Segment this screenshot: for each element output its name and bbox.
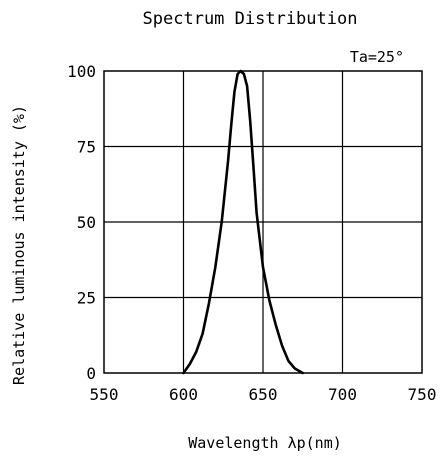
y-tick-label: 25	[77, 289, 96, 308]
y-axis-label: Relative luminous intensity (%)	[10, 105, 28, 385]
grid	[104, 71, 422, 373]
x-tick-label: 700	[328, 385, 357, 404]
x-tick-label: 600	[169, 385, 198, 404]
x-tick-labels: 550 600 650 700 750	[90, 385, 437, 404]
chart-title: Spectrum Distribution	[143, 9, 358, 29]
y-tick-label: 0	[86, 364, 96, 383]
plot-frame	[103, 70, 423, 374]
x-tick-label: 750	[408, 385, 437, 404]
series-layer	[182, 69, 305, 375]
x-axis-label: Wavelength λp(nm)	[188, 434, 342, 452]
x-tick-label: 650	[249, 385, 278, 404]
y-tick-labels: 0 25 50 75 100	[67, 62, 96, 383]
y-tick-label: 50	[77, 213, 96, 232]
y-tick-label: 100	[67, 62, 96, 81]
spectrum-curve	[182, 69, 305, 375]
x-tick-label: 550	[90, 385, 119, 404]
temperature-annotation: Ta=25°	[350, 48, 404, 66]
y-tick-label: 75	[77, 138, 96, 157]
